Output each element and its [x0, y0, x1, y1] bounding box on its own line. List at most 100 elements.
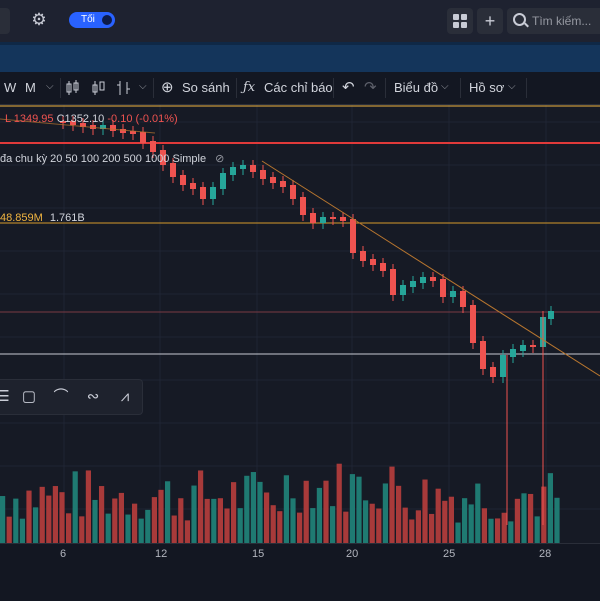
- volume-bar: [217, 498, 223, 543]
- price-level-lines: [0, 105, 600, 355]
- profile-button[interactable]: Hồ sơ: [469, 80, 505, 95]
- candle: [220, 173, 226, 189]
- candle: [270, 177, 276, 183]
- chart-menu-chevron-down-icon[interactable]: ⌵: [441, 81, 449, 92]
- profile-chevron-down-icon[interactable]: ⌵: [508, 81, 516, 92]
- volume-bar: [46, 495, 52, 543]
- candle: [260, 170, 266, 179]
- volume-bar: [79, 516, 85, 543]
- volume-bar: [92, 499, 98, 543]
- candle: [310, 213, 316, 223]
- toggle-knob: [102, 15, 112, 25]
- candle: [250, 165, 256, 172]
- candle: [360, 251, 366, 261]
- volume-value-a: 48.859M: [0, 212, 43, 224]
- menu-button[interactable]: [0, 8, 10, 34]
- add-compare-icon[interactable]: ⊕: [161, 79, 174, 96]
- candle: [400, 285, 406, 295]
- interval-m[interactable]: M: [25, 80, 36, 95]
- candle: [240, 165, 246, 169]
- candle: [80, 123, 86, 127]
- candle: [490, 367, 496, 377]
- volume-bar: [165, 481, 171, 543]
- price-chart-canvas[interactable]: [0, 105, 600, 543]
- volume-bar: [547, 473, 553, 543]
- volume-bar: [224, 508, 230, 543]
- volume-bar: [330, 506, 336, 543]
- volume-bar: [435, 488, 441, 543]
- zigzag-tool-icon[interactable]: ⩘: [120, 388, 130, 405]
- volume-legend: 48.859M 1.761B: [0, 212, 85, 224]
- hollow-candles-icon[interactable]: [92, 80, 106, 96]
- volume-bar: [468, 504, 474, 543]
- chart-menu-button[interactable]: Biểu đồ: [394, 80, 439, 95]
- fx-icon[interactable]: ƒx: [243, 80, 256, 95]
- volume-bar: [13, 498, 19, 543]
- blue-banner: [0, 42, 600, 72]
- candle: [60, 121, 66, 123]
- menu-lines-icon[interactable]: ☰: [0, 388, 10, 405]
- indicators-button[interactable]: Các chỉ báo: [264, 80, 333, 95]
- bars-icon[interactable]: [117, 80, 131, 96]
- volume-bar: [541, 486, 547, 543]
- volume-bar: [211, 498, 217, 543]
- volume-bar: [244, 475, 250, 543]
- rectangle-tool-icon[interactable]: ▢: [21, 388, 37, 405]
- volume-bar: [19, 518, 25, 543]
- candle: [410, 281, 416, 287]
- trend-line[interactable]: [261, 160, 600, 377]
- volume-bar: [290, 498, 296, 543]
- candles-icon[interactable]: [66, 80, 80, 96]
- chart-pane[interactable]: L 1349.95 C1352.10 -0.10 (-0.01%) đa chu…: [0, 105, 600, 543]
- volume-bar: [270, 505, 276, 543]
- volume-bar: [336, 463, 342, 543]
- volume-bar: [554, 497, 560, 543]
- volume-bar: [85, 470, 91, 543]
- gear-icon[interactable]: ⚙: [31, 10, 47, 29]
- time-axis[interactable]: 6 12 15 20 25 28: [0, 543, 600, 601]
- search-input[interactable]: Tìm kiếm...: [532, 14, 592, 28]
- add-button[interactable]: +: [477, 8, 503, 34]
- volume-bar: [191, 485, 197, 543]
- trend-line-top[interactable]: [0, 118, 156, 134]
- volume-bar: [356, 476, 362, 543]
- volume-bar: [257, 481, 263, 543]
- volume-bar: [316, 487, 322, 543]
- volume-bar: [125, 514, 131, 543]
- search-box[interactable]: Tìm kiếm...: [507, 8, 600, 34]
- candle: [100, 125, 106, 129]
- chart-toolbar: W M ⌵ ⌵ ⊕ So sánh ƒx Các chỉ báo ↶ ↷ Biể…: [0, 72, 600, 105]
- undo-icon[interactable]: ↶: [342, 79, 355, 96]
- candle: [140, 132, 146, 143]
- interval-chevron-down-icon[interactable]: ⌵: [46, 81, 54, 92]
- volume-bar: [455, 522, 461, 543]
- volume-bar: [145, 509, 151, 543]
- redo-icon[interactable]: ↷: [364, 79, 377, 96]
- wave-tool-icon[interactable]: ∾: [86, 388, 100, 405]
- volume-bar: [528, 493, 534, 543]
- volume-bar: [277, 511, 283, 543]
- volume-bar: [297, 512, 303, 543]
- volume-bar: [0, 496, 6, 543]
- curve-tool-icon[interactable]: ⌒: [53, 388, 69, 405]
- layout-grid-button[interactable]: [447, 8, 473, 34]
- candle: [120, 129, 126, 133]
- volume-bar: [534, 516, 540, 543]
- volume-bar: [448, 496, 454, 543]
- compare-button[interactable]: So sánh: [182, 80, 230, 95]
- x-label: 20: [346, 548, 359, 560]
- eye-off-icon[interactable]: ⊘: [215, 153, 225, 165]
- chart-type-chevron-down-icon[interactable]: ⌵: [139, 81, 147, 92]
- candle: [330, 217, 336, 219]
- interval-w[interactable]: W: [4, 80, 17, 95]
- theme-toggle[interactable]: Tối: [69, 12, 115, 28]
- volume-bar: [402, 507, 408, 543]
- candle: [110, 125, 116, 131]
- candle: [370, 259, 376, 265]
- candle: [160, 150, 166, 165]
- volume-bar: [264, 492, 270, 543]
- volume-bar: [488, 518, 494, 543]
- plus-icon: +: [484, 11, 496, 31]
- candle: [280, 181, 286, 187]
- volume-bar: [303, 480, 309, 543]
